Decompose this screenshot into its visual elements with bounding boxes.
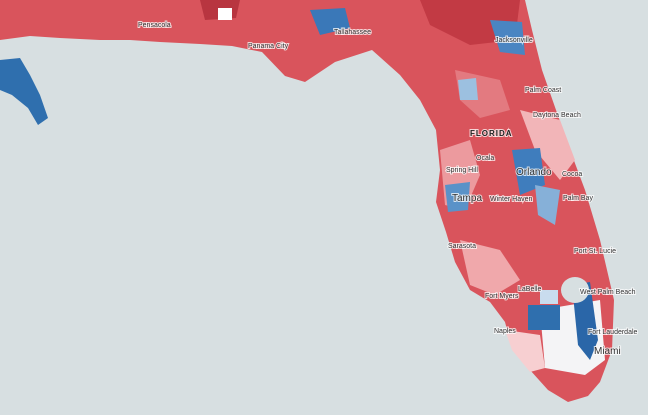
city-label: West Palm Beach — [580, 289, 636, 296]
city-label: LaBelle — [518, 286, 541, 293]
city-label: Cocoa — [562, 171, 582, 178]
city-label: Tampa — [452, 193, 482, 204]
city-label: Palm Bay — [563, 195, 593, 202]
city-label: Orlando — [516, 167, 552, 178]
city-label: Sarasota — [448, 243, 476, 250]
labels: Pensacola Panama City Tallahassee Jackso… — [137, 21, 639, 358]
city-label: Miami — [594, 346, 621, 357]
city-label: Fort Lauderdale — [588, 329, 638, 336]
city-label: Panama City — [248, 43, 289, 50]
city-label: Pensacola — [138, 22, 171, 29]
city-label: Palm Coast — [525, 87, 561, 94]
city-label: Tallahassee — [334, 29, 371, 36]
city-label: Winter Haven — [490, 196, 533, 203]
city-label: Daytona Beach — [533, 112, 581, 119]
city-label: Fort Myers — [485, 293, 519, 300]
city-label: Ocala — [476, 155, 494, 162]
city-label: Jacksonville — [495, 37, 533, 44]
city-label: Port St. Lucie — [574, 248, 616, 255]
state-label: FLORIDA — [470, 129, 513, 138]
city-label: Naples — [494, 328, 516, 335]
city-label: Spring Hill — [446, 167, 478, 174]
land — [0, 0, 614, 402]
